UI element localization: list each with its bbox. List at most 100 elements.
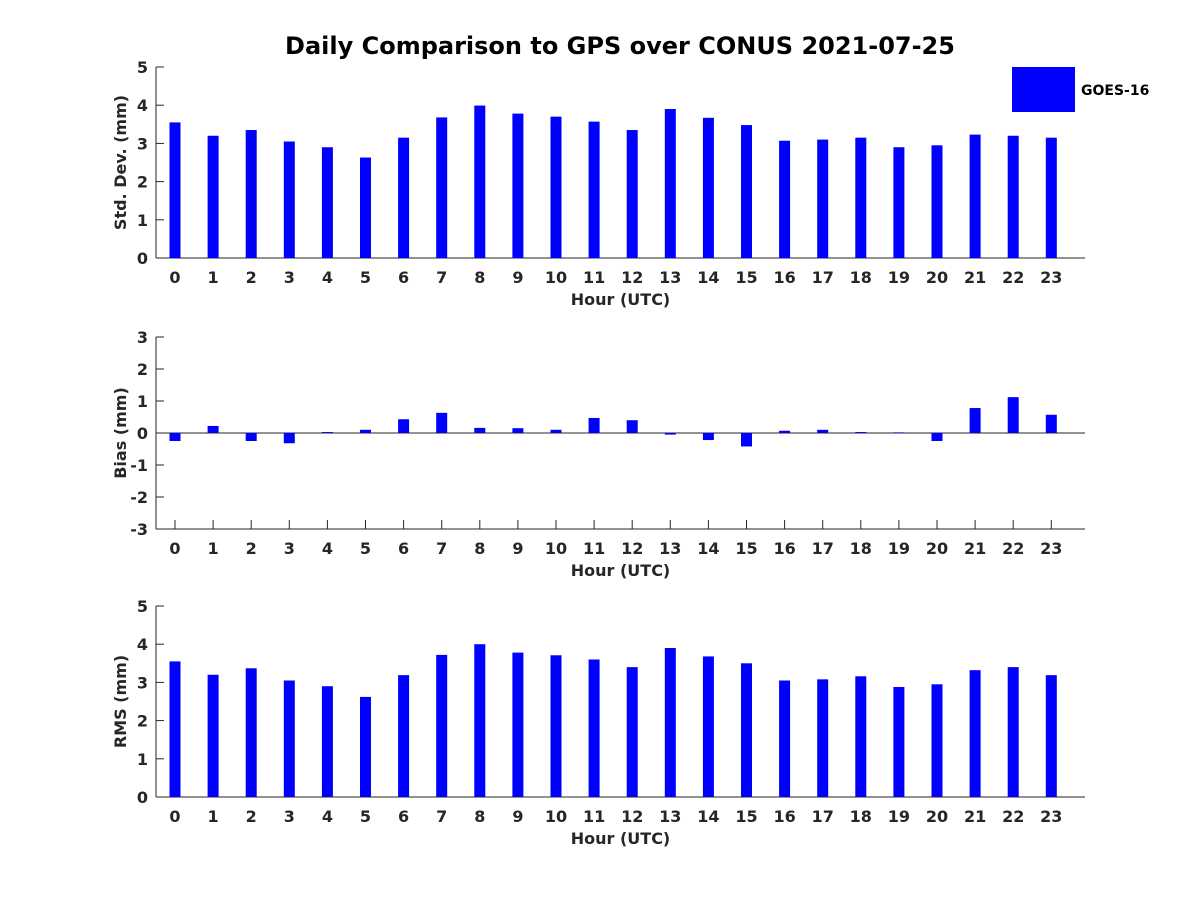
x-tick-label: 17 [812,807,834,826]
bar-rms-hour-6 [398,675,410,797]
bar-bias-hour-11 [588,417,600,433]
bar-bias-hour-4 [321,432,333,433]
x-tick-label: 12 [621,539,643,558]
y-tick-label: 2 [137,712,148,731]
bar-bias-hour-23 [1045,414,1057,433]
x-tick-label: 19 [888,807,910,826]
y-axis-label: Std. Dev. (mm) [111,95,130,230]
x-tick-label: 9 [512,268,523,287]
x-tick-label: 21 [964,539,986,558]
x-tick-label: 23 [1040,539,1062,558]
x-tick-label: 2 [246,539,257,558]
bar-std-dev-hour-11 [588,121,600,258]
bar-bias-hour-1 [207,425,219,433]
x-tick-label: 23 [1040,268,1062,287]
y-axis-label: RMS (mm) [111,655,130,748]
bar-bias-hour-9 [512,428,524,433]
y-tick-label: -1 [130,456,148,475]
bar-bias-hour-16 [779,430,791,433]
y-tick-label: 2 [137,173,148,192]
y-tick-label: 2 [137,360,148,379]
bar-bias-hour-13 [664,433,676,435]
x-tick-label: 22 [1002,807,1024,826]
x-axis-label: Hour (UTC) [571,829,671,848]
x-tick-label: 11 [583,807,605,826]
bar-std-dev-hour-8 [474,105,486,258]
x-tick-label: 15 [735,268,757,287]
y-tick-label: 3 [137,328,148,347]
bar-bias-hour-5 [360,429,371,433]
bar-rms-hour-20 [931,684,943,797]
x-tick-label: 0 [169,268,180,287]
x-tick-label: 2 [246,807,257,826]
bar-bias-hour-17 [817,429,829,433]
x-tick-label: 14 [697,539,719,558]
bar-rms-hour-10 [550,655,562,797]
x-tick-label: 6 [398,268,409,287]
y-tick-label: 0 [137,788,148,807]
x-tick-label: 3 [284,268,295,287]
x-tick-label: 15 [735,807,757,826]
x-tick-label: 10 [545,268,567,287]
bar-rms-hour-8 [474,644,486,797]
x-tick-label: 10 [545,807,567,826]
bar-rms-hour-12 [626,667,638,797]
bar-std-dev-hour-16 [779,140,791,258]
y-tick-label: 1 [137,750,148,769]
bar-std-dev-hour-2 [245,130,257,258]
bar-bias-hour-8 [474,427,486,433]
x-tick-label: 7 [436,807,447,826]
bar-bias-hour-14 [702,433,714,441]
x-tick-label: 20 [926,539,948,558]
x-tick-label: 22 [1002,539,1024,558]
x-tick-label: 1 [208,807,219,826]
y-tick-label: 3 [137,134,148,153]
x-tick-label: 4 [322,807,333,826]
x-tick-label: 12 [621,268,643,287]
y-tick-label: 5 [137,58,148,77]
bar-std-dev-hour-10 [550,116,562,258]
bar-std-dev-hour-14 [702,117,714,258]
x-tick-label: 7 [436,539,447,558]
x-tick-label: 5 [360,807,371,826]
bar-std-dev-hour-3 [283,141,295,258]
x-tick-label: 9 [512,539,523,558]
x-tick-label: 14 [697,807,719,826]
x-tick-label: 22 [1002,268,1024,287]
x-tick-label: 4 [322,539,333,558]
x-tick-label: 13 [659,539,681,558]
x-tick-label: 1 [208,539,219,558]
x-tick-label: 14 [697,268,719,287]
x-tick-label: 2 [246,268,257,287]
bar-std-dev-hour-6 [398,137,410,258]
bar-std-dev-hour-18 [855,137,867,258]
x-tick-label: 19 [888,539,910,558]
bar-rms-hour-19 [893,686,905,797]
y-tick-label: 1 [137,392,148,411]
x-tick-label: 3 [284,807,295,826]
x-tick-label: 3 [284,539,295,558]
bar-bias-hour-19 [893,432,905,433]
legend-swatch [1012,67,1075,112]
y-axis-label: Bias (mm) [111,387,130,479]
y-tick-label: -3 [130,520,148,539]
bar-rms-hour-22 [1007,667,1019,797]
bar-rms-hour-11 [588,659,600,797]
bar-std-dev-hour-23 [1045,137,1057,258]
bar-std-dev-hour-9 [512,113,524,258]
x-tick-label: 10 [545,539,567,558]
bar-rms-hour-4 [321,686,333,797]
bar-rms-hour-3 [283,680,295,797]
x-tick-label: 11 [583,268,605,287]
bar-std-dev-hour-20 [931,145,943,258]
bar-rms-hour-21 [969,670,981,797]
x-tick-label: 7 [436,268,447,287]
bar-bias-hour-18 [855,432,867,433]
x-tick-label: 1 [208,268,219,287]
x-tick-label: 6 [398,807,409,826]
bar-std-dev-hour-7 [436,117,448,258]
